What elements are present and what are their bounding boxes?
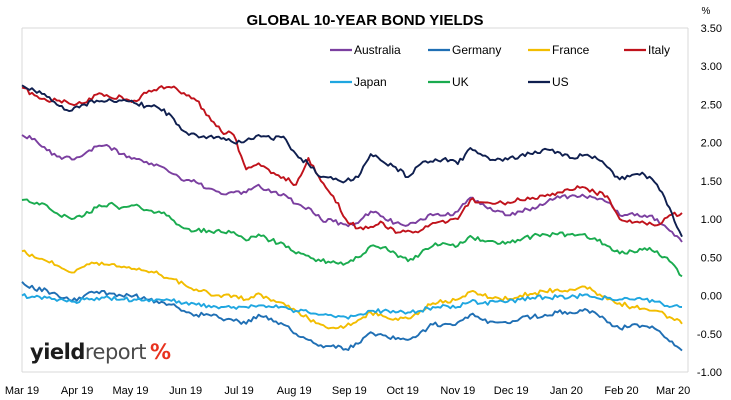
x-tick-label: May 19 [112, 385, 148, 397]
y-tick-label: 3.50 [701, 23, 722, 35]
yieldreport-logo: yieldreport% [30, 342, 171, 363]
legend-label-us: US [552, 75, 569, 89]
x-tick-label: Aug 19 [277, 385, 312, 397]
y-tick-label: 1.00 [701, 214, 722, 226]
y-tick-label: 2.50 [701, 99, 722, 111]
y-axis: 3.50 3.00 2.50 2.00 1.50 1.00 0.50 0.00 -0.50 -1.… [697, 23, 722, 379]
y-tick-label: -0.50 [697, 329, 722, 341]
series-line-australia [21, 134, 683, 243]
y-tick-label: 0.50 [701, 252, 722, 264]
x-axis: Mar 19 Apr 19 May 19 Jun 19 Jul 19 Aug 19 Sep … [5, 385, 690, 397]
x-tick-label: Sep 19 [332, 385, 367, 397]
chart-title: GLOBAL 10-YEAR BOND YIELDS [247, 12, 484, 29]
legend-label-uk: UK [452, 75, 469, 89]
x-tick-label: Mar 20 [656, 385, 690, 397]
legend-label-germany: Germany [452, 43, 501, 57]
x-tick-label: Feb 20 [604, 385, 638, 397]
legend-label-italy: Italy [648, 43, 670, 57]
y-tick-label: 3.00 [701, 61, 722, 73]
x-tick-label: Mar 19 [5, 385, 39, 397]
series-line-france [21, 249, 683, 330]
logo-text-report: report [84, 340, 147, 364]
y-tick-label: -1.00 [697, 367, 722, 379]
x-tick-label: Dec 19 [494, 385, 529, 397]
x-tick-label: Apr 19 [61, 385, 93, 397]
y-tick-label: 0.00 [701, 291, 722, 303]
x-tick-label: Jul 19 [224, 385, 253, 397]
legend-label-france: France [552, 43, 590, 57]
legend-label-japan: Japan [354, 75, 387, 89]
logo-text-yield: yield [30, 340, 85, 364]
x-tick-label: Jan 20 [550, 385, 583, 397]
y-axis-unit-label: % [702, 6, 711, 17]
y-tick-label: 2.00 [701, 138, 722, 150]
y-tick-label: 1.50 [701, 176, 722, 188]
logo-percent-icon: % [150, 340, 171, 364]
x-tick-label: Oct 19 [386, 385, 418, 397]
legend-label-australia: Australia [354, 43, 401, 57]
series-line-uk [21, 198, 683, 278]
series-line-germany [21, 281, 683, 352]
x-tick-label: Nov 19 [440, 385, 475, 397]
legend: Australia Germany France Italy Japan UK US [330, 43, 670, 89]
series-line-japan [21, 293, 683, 320]
x-tick-label: Jun 19 [169, 385, 202, 397]
series-lines [21, 84, 683, 352]
series-line-italy [21, 85, 683, 234]
series-line-us [21, 84, 683, 238]
